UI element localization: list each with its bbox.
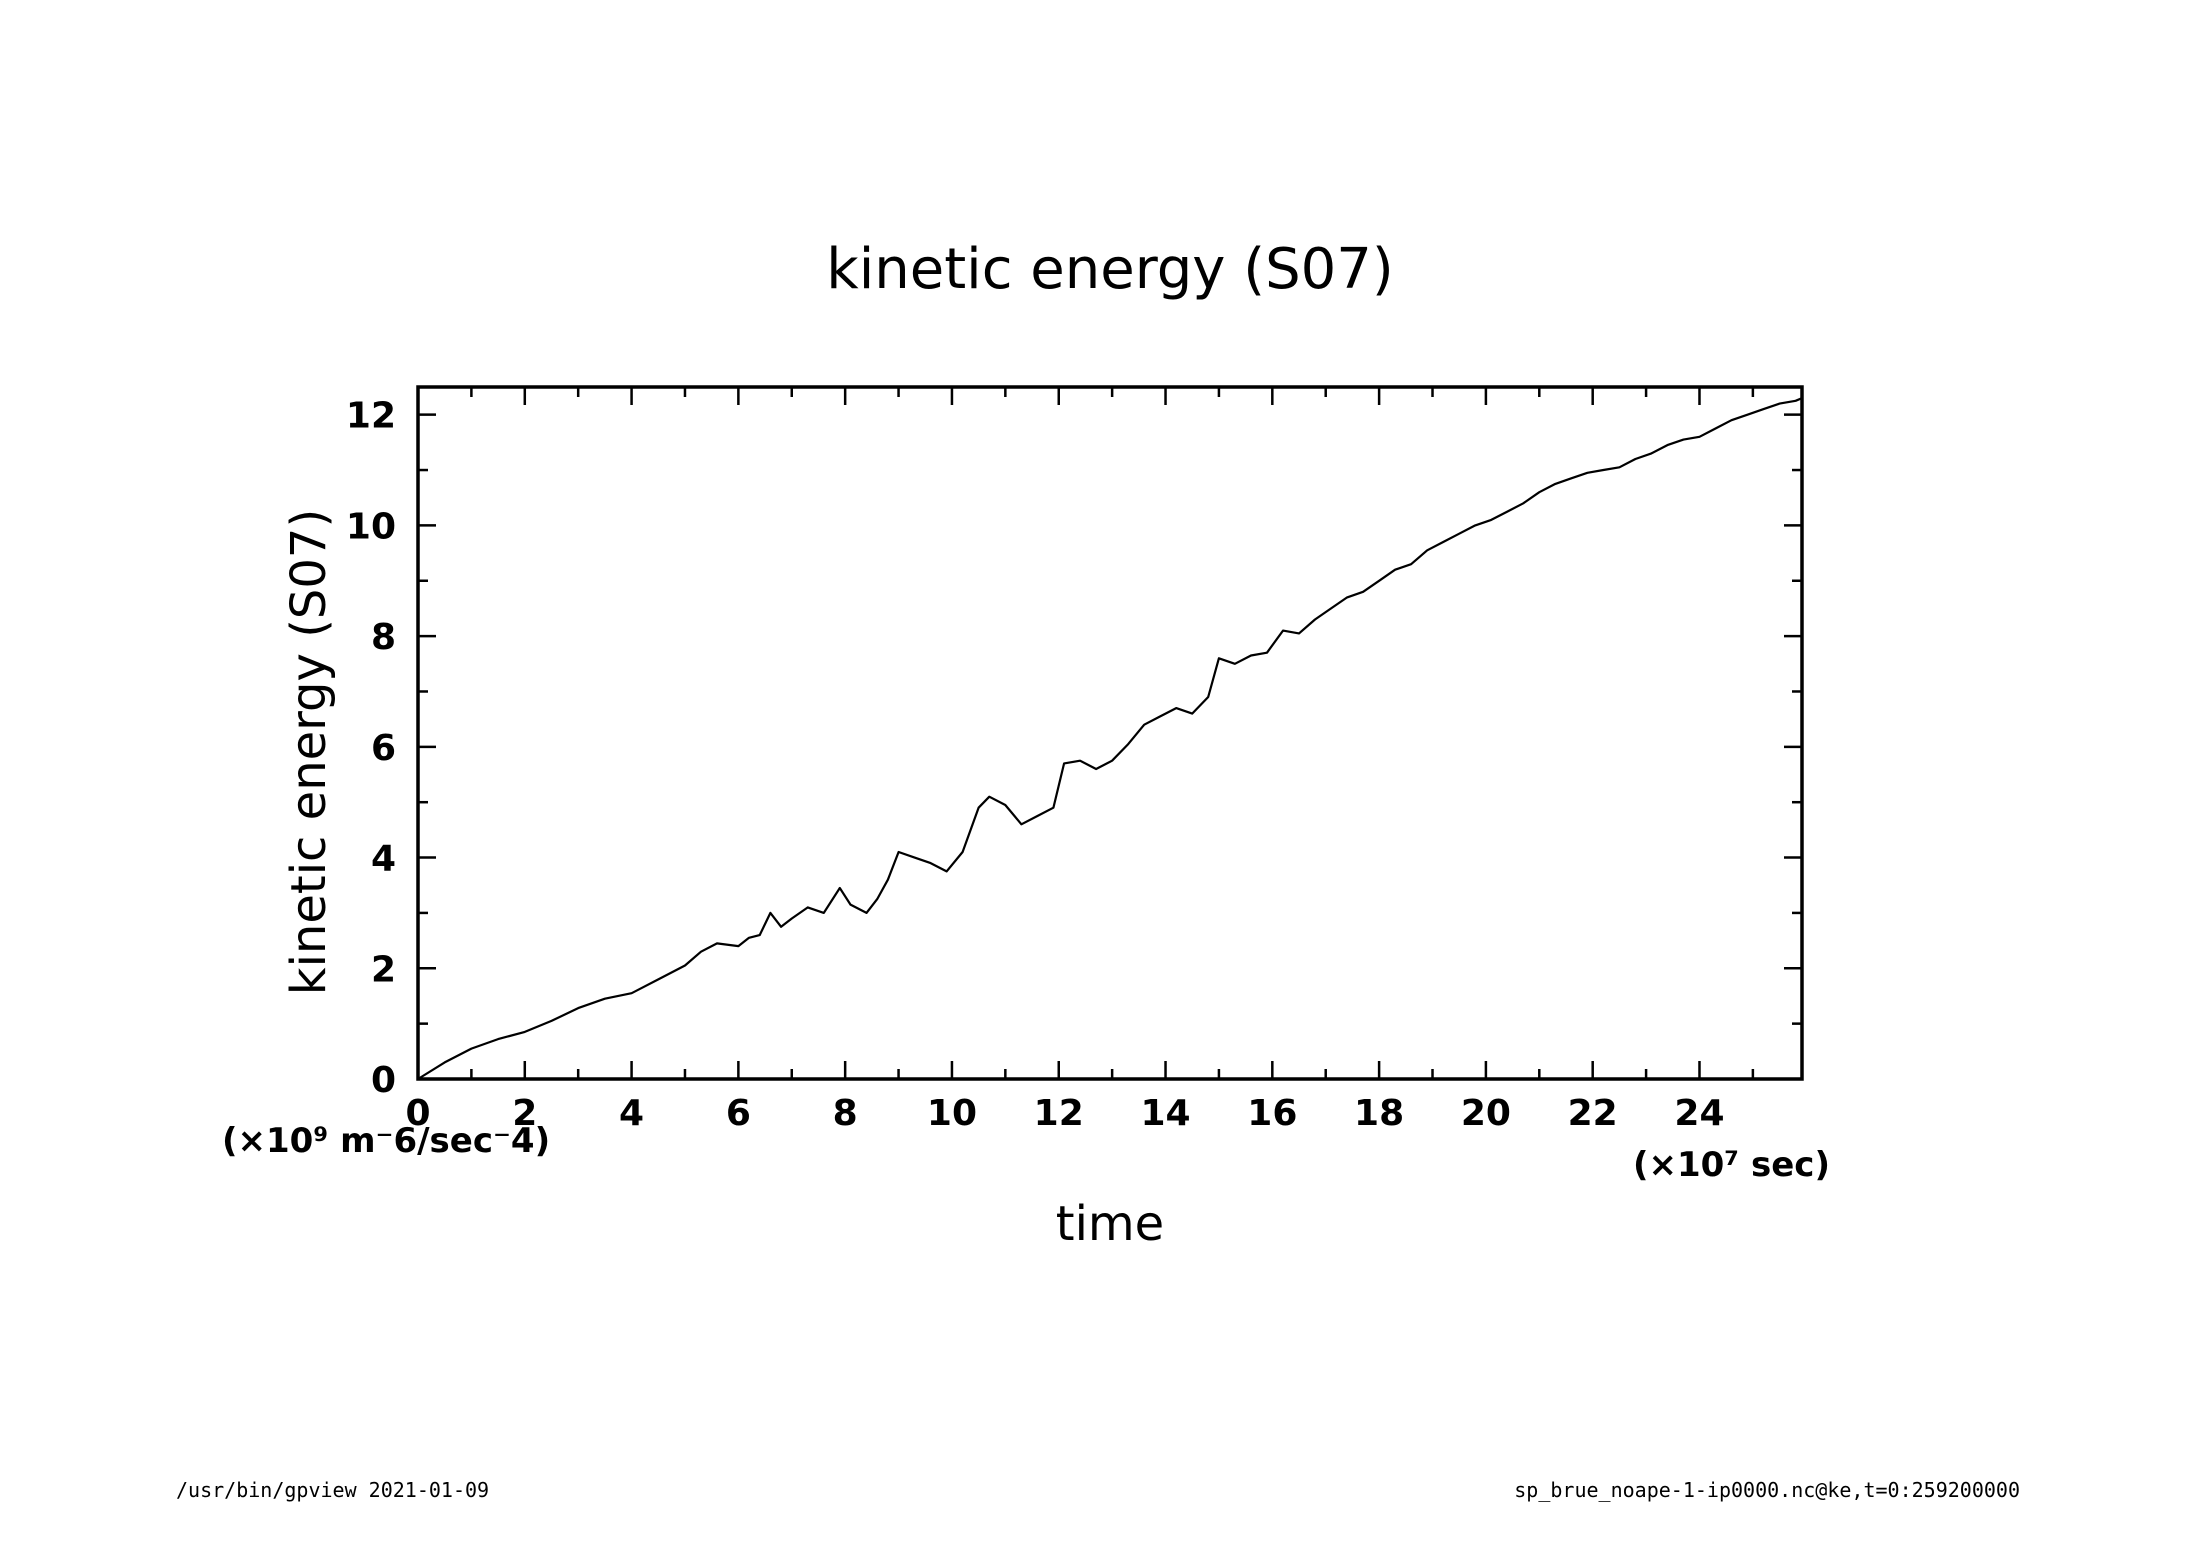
x-tick-label: 8 (833, 1093, 858, 1134)
x-tick-label: 22 (1568, 1093, 1618, 1134)
chart-title: kinetic energy (S07) (826, 237, 1393, 302)
y-axis-label: kinetic energy (S07) (281, 509, 337, 995)
footer-left: /usr/bin/gpview 2021-01-09 (176, 1478, 489, 1502)
y-tick-label: 8 (371, 617, 396, 658)
x-tick-label: 20 (1461, 1093, 1511, 1134)
x-tick-label: 0 (405, 1093, 430, 1134)
x-axis-label: time (1056, 1196, 1164, 1252)
x-tick-label: 12 (1034, 1093, 1084, 1134)
x-tick-label: 24 (1674, 1093, 1724, 1134)
y-tick-label: 6 (371, 728, 396, 769)
x-tick-label: 18 (1354, 1093, 1404, 1134)
x-unit-label: (×10⁷ sec) (1633, 1145, 1830, 1185)
x-tick-label: 6 (726, 1093, 751, 1134)
series-line (417, 397, 1803, 1080)
footer-right: sp_brue_noape-1-ip0000.nc@ke,t=0:2592000… (1514, 1478, 2020, 1502)
y-tick-label: 0 (371, 1060, 396, 1101)
x-tick-label: 16 (1247, 1093, 1297, 1134)
y-unit-label: (×10⁹ m⁻6/sec⁻4) (222, 1121, 550, 1161)
y-tick-label: 12 (346, 396, 396, 437)
x-tick-label: 4 (619, 1093, 644, 1134)
y-tick-label: 2 (371, 949, 396, 990)
plot-frame (416, 385, 1804, 1081)
y-tick-label: 4 (371, 839, 396, 880)
x-tick-label: 14 (1140, 1093, 1190, 1134)
y-tick-label: 10 (346, 506, 396, 547)
x-tick-label: 10 (927, 1093, 977, 1134)
x-tick-label: 2 (512, 1093, 537, 1134)
